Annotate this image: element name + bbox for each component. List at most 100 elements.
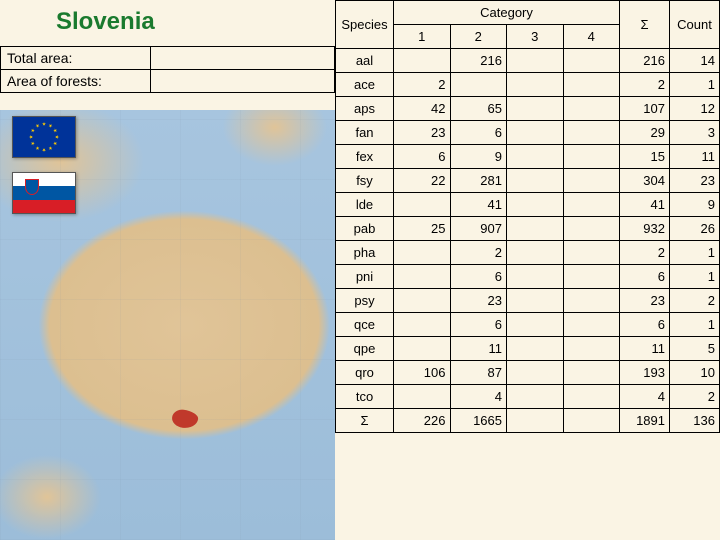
table-row: pha221 [336,241,720,265]
sigma-cell: 11 [620,337,670,361]
cat-3-header: 3 [507,25,564,49]
page-title: Slovenia [56,8,155,36]
species-cell: lde [336,193,394,217]
count-cell: 1 [670,265,720,289]
category-cell: 226 [394,409,451,433]
table-header-row: Species Category Σ Count [336,1,720,25]
category-cell: 6 [394,145,451,169]
category-cell [394,265,451,289]
category-header: Category [394,1,620,25]
coat-of-arms-icon [25,179,39,195]
table-row: lde41419 [336,193,720,217]
category-cell: 6 [450,121,507,145]
eu-stars-icon [29,122,59,152]
category-cell [507,49,564,73]
count-cell: 10 [670,361,720,385]
species-cell: pab [336,217,394,241]
category-cell [563,385,620,409]
category-cell: 106 [394,361,451,385]
species-cell: qro [336,361,394,385]
category-cell [450,73,507,97]
category-cell [394,337,451,361]
category-cell [507,73,564,97]
category-cell: 2 [394,73,451,97]
sigma-cell: 4 [620,385,670,409]
category-cell [394,313,451,337]
category-cell: 41 [450,193,507,217]
table-row: pni661 [336,265,720,289]
sigma-cell: 23 [620,289,670,313]
category-cell [563,289,620,313]
species-cell: fsy [336,169,394,193]
category-cell [507,409,564,433]
sigma-cell: 15 [620,145,670,169]
category-cell [507,289,564,313]
category-cell [507,169,564,193]
category-cell [507,217,564,241]
category-cell: 22 [394,169,451,193]
category-cell [507,265,564,289]
count-header: Count [670,1,720,49]
sigma-cell: 1891 [620,409,670,433]
category-cell: 11 [450,337,507,361]
species-cell: tco [336,385,394,409]
category-cell [507,97,564,121]
table-row: fex691511 [336,145,720,169]
sigma-cell: 29 [620,121,670,145]
category-cell [563,337,620,361]
cat-2-header: 2 [450,25,507,49]
species-cell: pha [336,241,394,265]
category-cell [394,385,451,409]
category-cell [563,361,620,385]
category-cell [563,193,620,217]
sigma-cell: 41 [620,193,670,217]
sigma-cell: 6 [620,313,670,337]
category-cell [507,313,564,337]
flags-panel [12,116,76,214]
category-cell: 216 [450,49,507,73]
page-root: Slovenia Total area: Area of forests: [0,0,720,540]
category-cell [507,241,564,265]
cat-4-header: 4 [563,25,620,49]
count-cell: 2 [670,385,720,409]
facts-table: Total area: Area of forests: [0,46,335,93]
count-cell: 14 [670,49,720,73]
species-cell: qpe [336,337,394,361]
species-category-table: Species Category Σ Count 1 2 3 4 aal2162… [335,0,720,433]
data-table-panel: Species Category Σ Count 1 2 3 4 aal2162… [335,0,720,540]
species-cell: ace [336,73,394,97]
category-cell [563,145,620,169]
category-cell [563,313,620,337]
table-row: pab2590793226 [336,217,720,241]
count-cell: 3 [670,121,720,145]
count-cell: 23 [670,169,720,193]
table-row: qpe11115 [336,337,720,361]
category-cell: 9 [450,145,507,169]
table-row: qce661 [336,313,720,337]
category-cell [563,121,620,145]
table-row: Total area: [1,47,335,70]
count-cell: 2 [670,289,720,313]
category-cell [394,289,451,313]
category-cell: 6 [450,313,507,337]
cat-1-header: 1 [394,25,451,49]
category-cell [507,385,564,409]
category-cell [507,145,564,169]
category-cell: 6 [450,265,507,289]
table-row: aal21621614 [336,49,720,73]
table-row: fsy2228130423 [336,169,720,193]
count-cell: 12 [670,97,720,121]
species-cell: pni [336,265,394,289]
category-cell [394,193,451,217]
category-cell [394,241,451,265]
table-row: psy23232 [336,289,720,313]
table-row: aps426510712 [336,97,720,121]
table-row: fan236293 [336,121,720,145]
table-row: qro10687 19310 [336,361,720,385]
category-cell: 87 [450,361,507,385]
category-cell [563,73,620,97]
count-cell: 26 [670,217,720,241]
sigma-cell: 932 [620,217,670,241]
sigma-cell: 193 [620,361,670,385]
sigma-cell: 2 [620,241,670,265]
